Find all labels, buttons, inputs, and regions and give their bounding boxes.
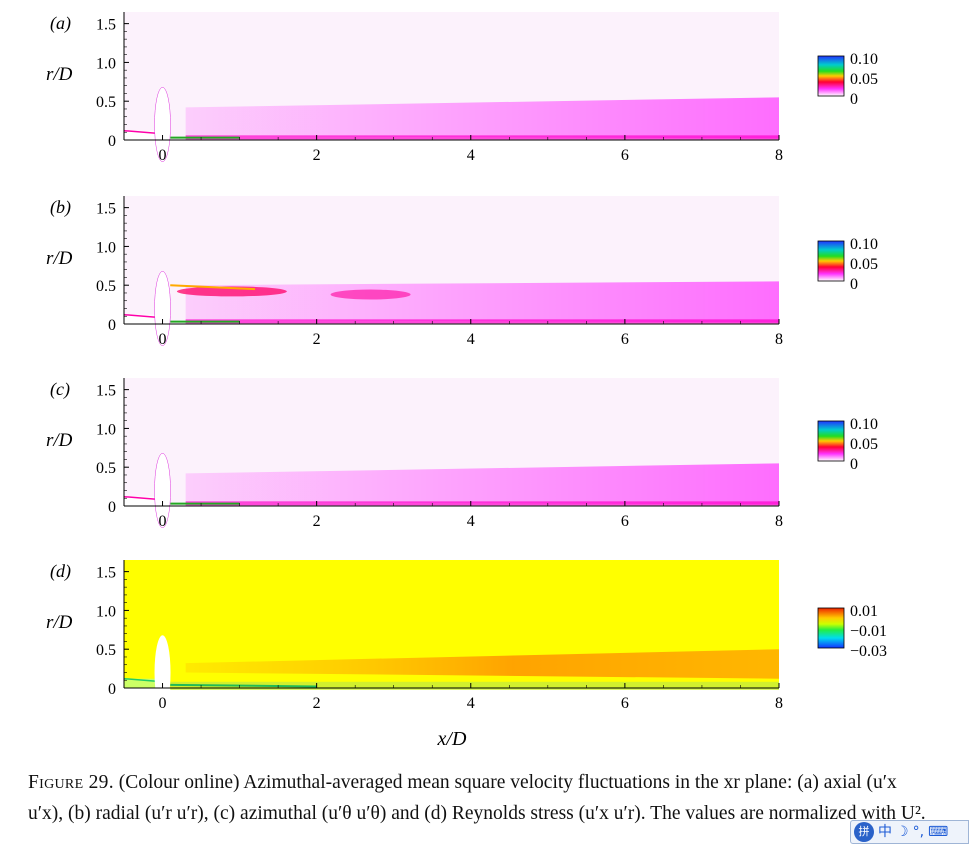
colorbar-tick-label: 0.10	[850, 236, 878, 253]
shear-layer	[185, 97, 779, 139]
x-tick-label: 0	[159, 147, 167, 164]
ime-halfwidth-icon[interactable]: ☽	[896, 824, 909, 840]
x-axis-label: x/D	[437, 728, 467, 750]
x-tick-label: 2	[313, 695, 321, 712]
x-tick-label: 4	[467, 331, 475, 348]
x-tick-label: 2	[313, 331, 321, 348]
colorbar-tick-label: 0.05	[850, 71, 878, 88]
y-tick-label: 0.5	[96, 460, 116, 477]
colorbar	[817, 55, 845, 97]
y-tick-label: 1.0	[96, 239, 116, 256]
ime-chinese-mode-icon[interactable]: 中	[878, 824, 892, 840]
x-tick-label: 2	[313, 147, 321, 164]
panel-2: 1.5 1.0 0.5 0 0 2 4 6 8 (b) r/D 0.10 0.05 0	[46, 196, 878, 348]
shear-layer	[185, 463, 779, 505]
x-tick-label: 6	[621, 147, 629, 164]
body-shape	[154, 452, 171, 528]
colorbar	[817, 240, 845, 282]
x-tick-label: 4	[467, 513, 475, 530]
x-tick-label: 0	[159, 513, 167, 530]
figure-caption: Figure 29. (Colour online) Azimuthal-ave…	[28, 767, 928, 829]
x-tick-label: 4	[467, 695, 475, 712]
y-axis-label: r/D	[46, 64, 73, 85]
y-tick-label: 0.5	[96, 642, 116, 659]
y-tick-label: 0	[108, 499, 116, 516]
ime-toolbar[interactable]: 拼 中 ☽ °, ⌨	[850, 820, 969, 844]
colorbar-tick-label: 0.05	[850, 436, 878, 453]
peak-region	[330, 289, 411, 300]
panel-label: (c)	[50, 379, 70, 400]
y-tick-label: 0.5	[96, 278, 116, 295]
inlet-region	[124, 314, 163, 324]
colorbar-tick-label: −0.03	[850, 643, 887, 660]
x-tick-label: 6	[621, 331, 629, 348]
y-tick-label: 1.5	[96, 383, 116, 400]
colorbar-tick-label: 0	[850, 456, 858, 473]
panel-4: 1.5 1.0 0.5 0 0 2 4 6 8 (d) r/D 0.01 −0.01 −0.03	[46, 560, 887, 712]
x-tick-label: 6	[621, 695, 629, 712]
y-axis-label: r/D	[46, 430, 73, 451]
y-tick-label: 0	[108, 681, 116, 698]
colorbar-tick-label: −0.01	[850, 623, 887, 640]
caption-text: (Colour online) Azimuthal-averaged mean …	[28, 772, 926, 825]
y-tick-label: 1.5	[96, 17, 116, 34]
body-shape	[154, 86, 171, 162]
y-tick-label: 0.5	[96, 94, 116, 111]
y-tick-label: 0	[108, 133, 116, 150]
x-tick-label: 8	[775, 331, 783, 348]
colorbar-tick-label: 0.01	[850, 603, 878, 620]
ime-keyboard-icon[interactable]: ⌨	[928, 824, 949, 840]
y-tick-label: 1.0	[96, 55, 116, 72]
contour-line	[170, 683, 317, 688]
colorbar-tick-label: 0	[850, 91, 858, 108]
x-tick-label: 8	[775, 513, 783, 530]
y-tick-label: 1.5	[96, 201, 116, 218]
y-axis-label: r/D	[46, 612, 73, 633]
shear-layer	[185, 281, 779, 323]
body-shape	[154, 270, 171, 346]
inlet-region	[124, 496, 163, 506]
caption-prefix: Figure 29.	[28, 772, 114, 793]
wall-layer	[170, 681, 779, 690]
wall-layer	[185, 135, 779, 140]
figure-29: 1.5 1.0 0.5 0 0 2 4 6 8 (a) r/D 0.10 0.05 0 1.5 1.0 0.5 0…	[46, 12, 887, 750]
y-axis-label: r/D	[46, 248, 73, 269]
x-tick-label: 2	[313, 513, 321, 530]
x-tick-label: 6	[621, 513, 629, 530]
ime-punctuation-icon[interactable]: °,	[912, 824, 925, 840]
x-tick-label: 0	[159, 331, 167, 348]
colorbar-tick-label: 0.05	[850, 256, 878, 273]
colorbar-tick-label: 0.10	[850, 51, 878, 68]
wall-layer	[185, 319, 779, 324]
x-tick-label: 4	[467, 147, 475, 164]
panel-1: 1.5 1.0 0.5 0 0 2 4 6 8 (a) r/D 0.10 0.05 0	[46, 12, 878, 164]
y-tick-label: 1.0	[96, 421, 116, 438]
y-tick-label: 1.5	[96, 565, 116, 582]
y-tick-label: 1.0	[96, 603, 116, 620]
stress-band	[185, 649, 779, 679]
panel-label: (a)	[50, 13, 71, 34]
ime-logo-icon[interactable]: 拼	[854, 822, 874, 842]
body-shape	[154, 635, 171, 710]
colorbar	[817, 607, 845, 649]
colorbar-tick-label: 0.10	[850, 416, 878, 433]
x-tick-label: 8	[775, 147, 783, 164]
peak-region	[176, 286, 287, 297]
panel-label: (d)	[50, 561, 71, 582]
panel-label: (b)	[50, 197, 71, 218]
inlet-region	[124, 678, 163, 688]
y-tick-label: 0	[108, 317, 116, 334]
x-tick-label: 8	[775, 695, 783, 712]
wall-layer	[185, 501, 779, 506]
contour-line	[170, 284, 256, 291]
x-tick-label: 0	[159, 695, 167, 712]
inlet-region	[124, 130, 163, 140]
colorbar	[817, 420, 845, 462]
panel-3: 1.5 1.0 0.5 0 0 2 4 6 8 (c) r/D 0.10 0.05 0	[46, 378, 878, 530]
colorbar-tick-label: 0	[850, 276, 858, 293]
